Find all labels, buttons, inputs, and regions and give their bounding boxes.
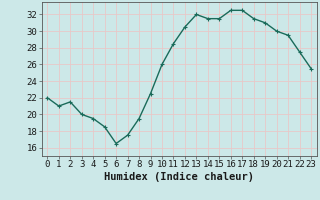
X-axis label: Humidex (Indice chaleur): Humidex (Indice chaleur) bbox=[104, 172, 254, 182]
